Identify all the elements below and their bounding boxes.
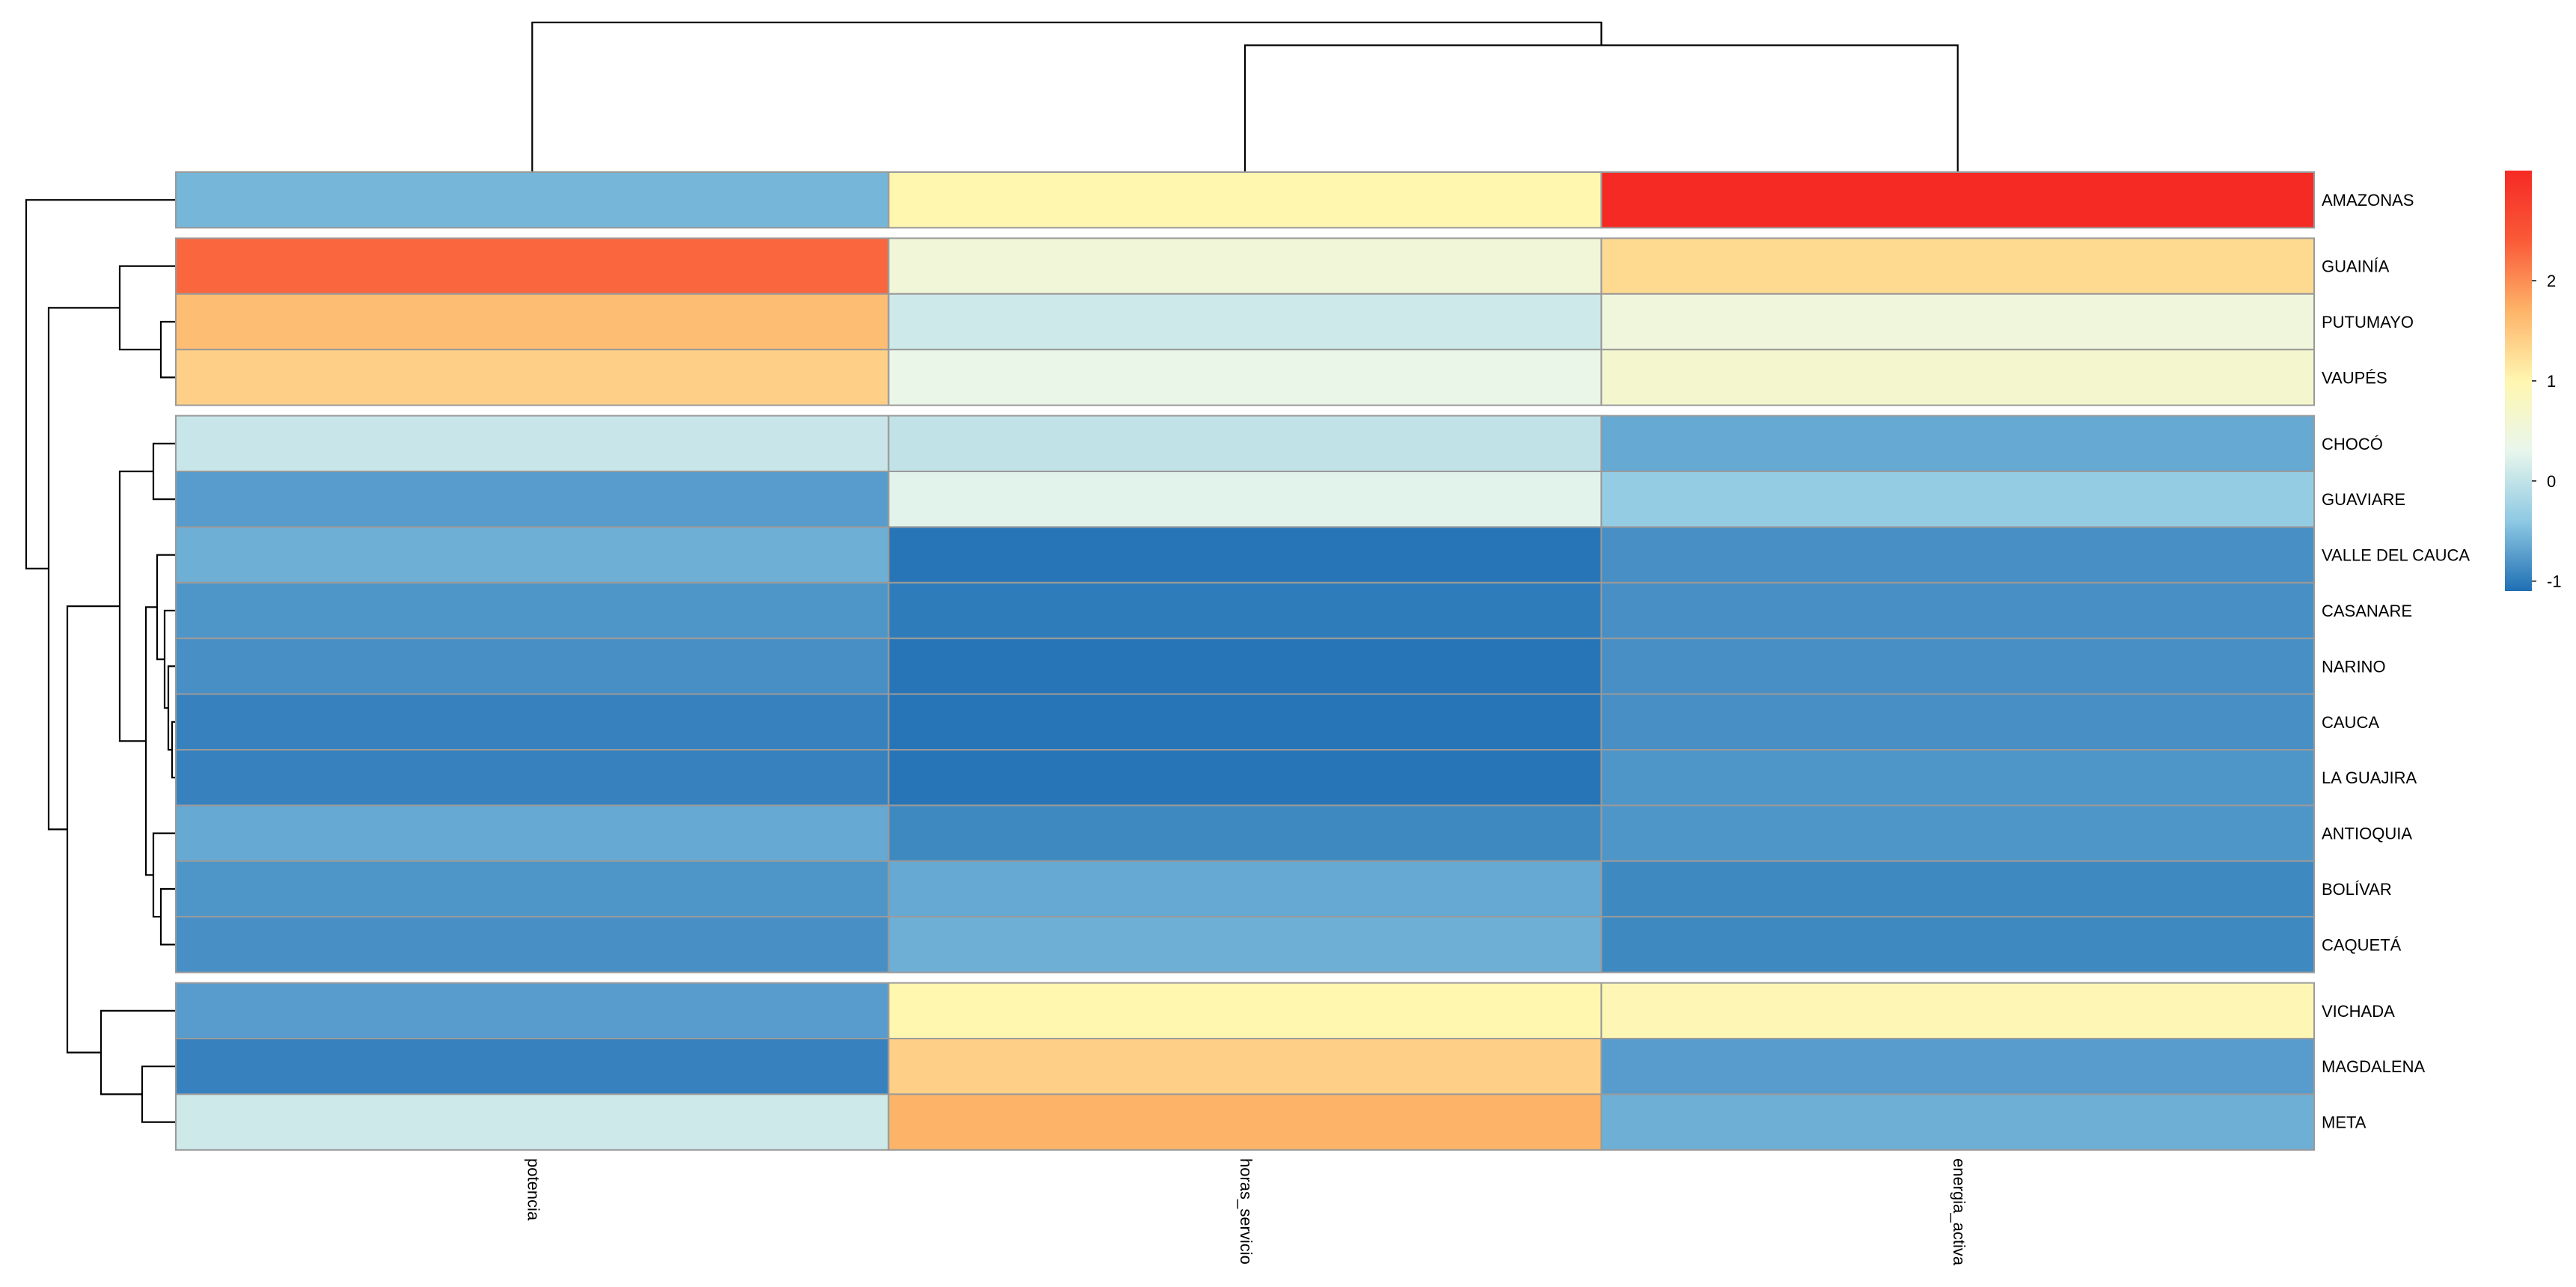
heatmap-cell-guaviare-potencia [175, 471, 890, 528]
heatmap-cell-valle-del-cauca-energia-activa [1600, 526, 2315, 584]
column-dendrogram-branch-2 [531, 21, 1603, 172]
row-label-antioquia: ANTIOQUIA [2322, 825, 2412, 843]
row-label-guaviare: GUAVIARE [2322, 490, 2405, 509]
row-label-guainia: GUAINÍA [2322, 257, 2390, 276]
heatmap-cell-casanare-potencia [175, 581, 890, 640]
heatmap-cell-putumayo-horas-servicio [887, 293, 1603, 351]
heatmap-cell-guainia-potencia [175, 237, 890, 295]
heatmap-cell-antioquia-energia-activa [1600, 804, 2315, 862]
heatmap-cell-caqueta-horas-servicio [887, 916, 1603, 973]
row-dendrogram-branch-16 [25, 199, 176, 569]
color-legend: -1 0 1 2 [2505, 171, 2562, 591]
heatmap-cell-caqueta-energia-activa [1600, 916, 2315, 973]
heatmap-cell-putumayo-energia-activa [1600, 293, 2315, 351]
row-label-casanare: CASANARE [2322, 602, 2412, 620]
heatmap-cell-guainia-horas-servicio [887, 237, 1603, 295]
row-dendrogram-branch-8 [152, 832, 176, 918]
heatmap-cells [175, 171, 2315, 1151]
heatmap-cell-bolivar-horas-servicio [887, 860, 1603, 918]
heatmap-cell-casanare-horas-servicio [887, 581, 1603, 640]
legend-color-bar [2505, 171, 2532, 591]
row-dendrogram-branch-10 [152, 442, 176, 501]
heatmap-cell-vaupes-horas-servicio [887, 349, 1603, 406]
legend-tick-label: 1 [2547, 372, 2556, 391]
heatmap-cell-cauca-horas-servicio [887, 693, 1603, 751]
heatmap-cell-la-guajira-potencia [175, 749, 890, 807]
row-label-vichada: VICHADA [2322, 1002, 2395, 1021]
row-dendrogram-branch-6 [156, 554, 176, 661]
heatmap-cell-antioquia-horas-servicio [887, 804, 1603, 862]
column-label-horas-servicio: horas_servicio [1237, 1158, 1255, 1265]
row-dendrogram-branch-5 [163, 609, 176, 709]
column-dendrogram [531, 21, 1959, 172]
heatmap-cell-guainia-energia-activa [1600, 237, 2315, 295]
row-dendrogram-branch-11 [118, 470, 153, 742]
heatmap-cell-meta-energia-activa [1600, 1093, 2315, 1151]
row-label-cauca: CAUCA [2322, 713, 2379, 732]
heatmap-cell-narino-potencia [175, 638, 890, 695]
column-dendrogram-branch-1 [1243, 44, 1959, 172]
column-label-potencia: potencia [524, 1158, 543, 1221]
heatmap-cell-amazonas-energia-activa [1600, 171, 2315, 229]
row-label-bolivar: BOLÍVAR [2322, 880, 2392, 899]
heatmap-cell-valle-del-cauca-horas-servicio [887, 526, 1603, 584]
heatmap-cell-cauca-energia-activa [1600, 693, 2315, 751]
row-dendrogram-branch-12 [141, 1066, 176, 1123]
heatmap-cell-narino-energia-activa [1600, 638, 2315, 695]
heatmap-cell-vichada-energia-activa [1600, 982, 2315, 1039]
row-label-narino: NARINO [2322, 657, 2386, 676]
row-label-magdalena: MAGDALENA [2322, 1057, 2425, 1076]
heatmap-cell-magdalena-horas-servicio [887, 1038, 1603, 1095]
heatmap-cell-meta-horas-servicio [887, 1093, 1603, 1151]
row-dendrogram-branch-14 [66, 605, 120, 1054]
heatmap-cell-amazonas-horas-servicio [887, 171, 1603, 229]
row-label-meta: META [2322, 1113, 2367, 1132]
heatmap-cell-cauca-potencia [175, 693, 890, 751]
row-label-valle-del-cauca: VALLE DEL CAUCA [2322, 546, 2470, 565]
row-label-vaupes: VAUPÉS [2322, 368, 2387, 387]
row-dendrogram-branch-15 [47, 307, 120, 831]
heatmap-cell-vaupes-energia-activa [1600, 349, 2315, 406]
heatmap-cell-magdalena-potencia [175, 1038, 890, 1095]
heatmap-cell-choco-horas-servicio [887, 415, 1603, 472]
heatmap-cell-caqueta-potencia [175, 916, 890, 973]
heatmap-cell-bolivar-potencia [175, 860, 890, 918]
heatmap-cell-meta-potencia [175, 1093, 890, 1151]
heatmap-cell-casanare-energia-activa [1600, 581, 2315, 640]
legend-tick-label: 0 [2547, 472, 2556, 491]
row-label-choco: CHOCÓ [2322, 435, 2383, 453]
heatmap-cell-choco-potencia [175, 415, 890, 472]
row-dendrogram-branch-9 [144, 606, 157, 876]
heatmap-cell-vichada-horas-servicio [887, 982, 1603, 1039]
row-dendrogram-branch-2 [118, 265, 176, 351]
column-labels: potencia horas_servicio energia_activa [524, 1158, 1968, 1266]
heatmap-cell-la-guajira-horas-servicio [887, 749, 1603, 807]
heatmap-cell-magdalena-energia-activa [1600, 1038, 2315, 1095]
heatmap-cell-valle-del-cauca-potencia [175, 526, 890, 584]
legend-tick-label: -1 [2547, 572, 2562, 591]
row-label-caqueta: CAQUETÁ [2322, 935, 2402, 954]
heatmap-cell-antioquia-potencia [175, 804, 890, 862]
row-dendrogram-branch-7 [159, 887, 176, 946]
heatmap-cell-guaviare-energia-activa [1600, 471, 2315, 528]
heatmap-cell-amazonas-potencia [175, 171, 890, 229]
heatmap-cell-vaupes-potencia [175, 349, 890, 406]
heatmap-cell-choco-energia-activa [1600, 415, 2315, 472]
heatmap-cell-vichada-potencia [175, 982, 890, 1039]
heatmap-cell-guaviare-horas-servicio [887, 471, 1603, 528]
heatmap-cell-narino-horas-servicio [887, 638, 1603, 695]
row-dendrogram-branch-13 [100, 1009, 176, 1095]
row-label-la-guajira: LA GUAJIRA [2322, 768, 2417, 787]
column-label-energia-activa: energia_activa [1950, 1158, 1968, 1266]
row-labels: AMAZONAS GUAINÍA PUTUMAYO VAUPÉS CHOCÓ GUAVIA… [2322, 191, 2470, 1131]
row-dendrogram-branch-1 [159, 320, 176, 379]
heatmap-cell-putumayo-potencia [175, 293, 890, 351]
heatmap-cell-bolivar-energia-activa [1600, 860, 2315, 918]
row-dendrogram [25, 199, 176, 1123]
row-label-amazonas: AMAZONAS [2322, 191, 2414, 210]
row-label-putumayo: PUTUMAYO [2322, 313, 2414, 331]
heatmap-cell-la-guajira-energia-activa [1600, 749, 2315, 807]
legend-tick-label: 2 [2547, 272, 2556, 290]
